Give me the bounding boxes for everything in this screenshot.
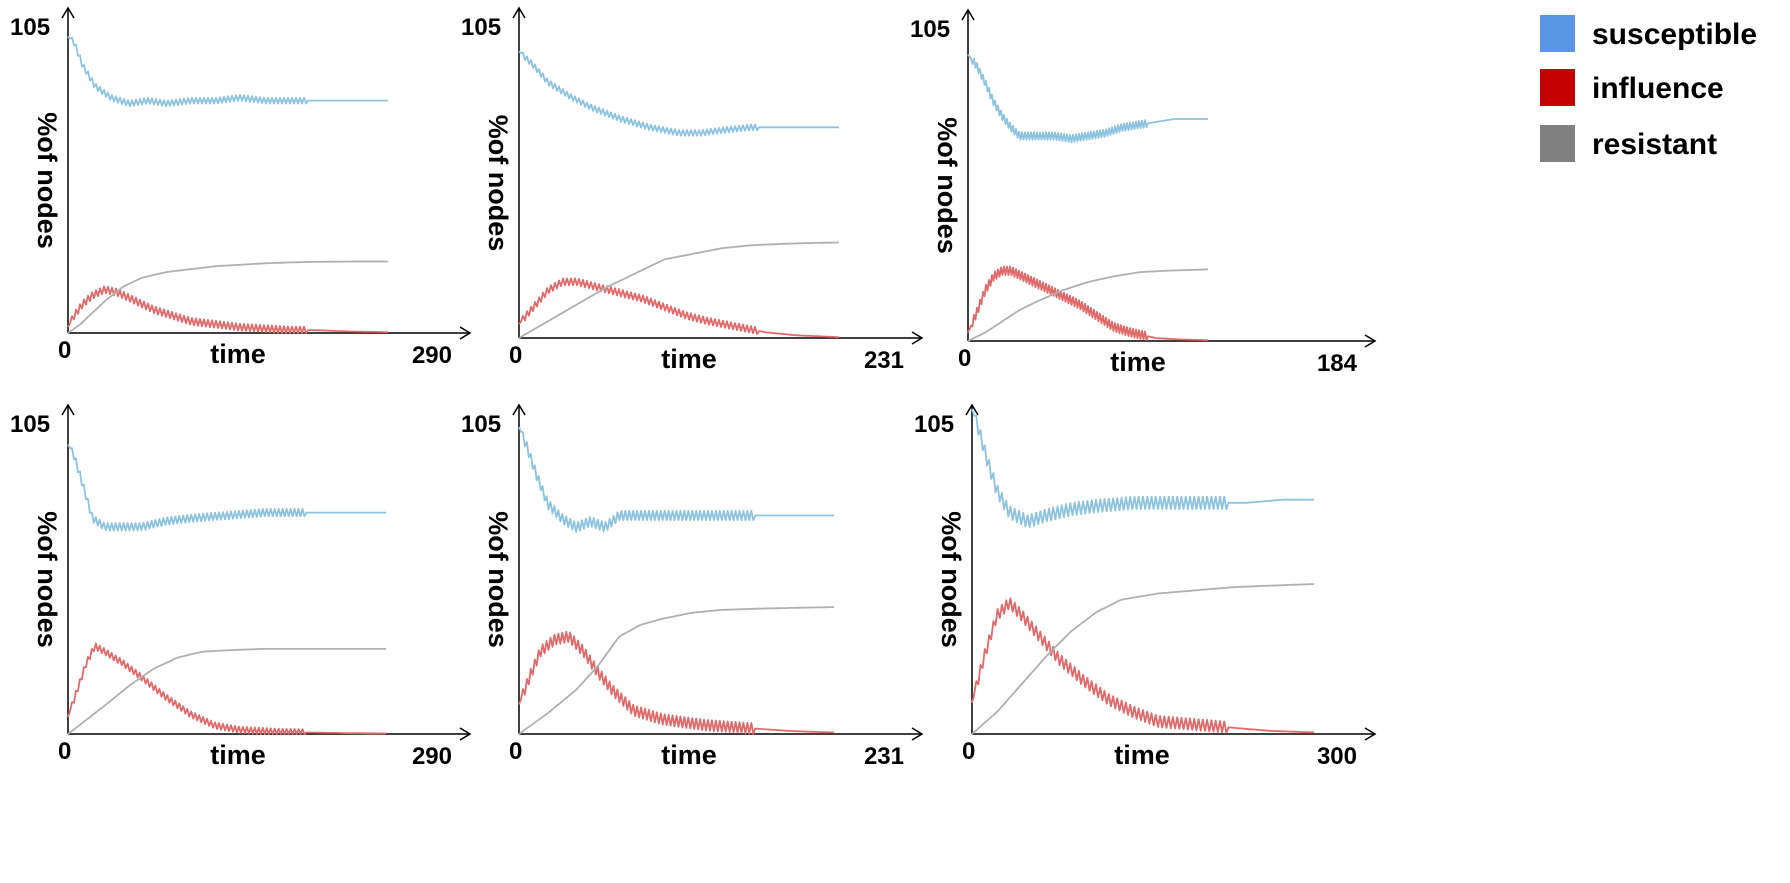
series-line-susceptible	[518, 426, 834, 533]
legend-item-influence: influence	[1540, 69, 1724, 106]
x-tick-label-max: 290	[412, 743, 452, 770]
chart-panel-3: 105 0 184 time %of nodes	[910, 8, 1377, 377]
x-tick-label-min: 0	[509, 738, 522, 765]
chart-panel-5: 105 0 231 time %of nodes	[461, 403, 924, 770]
x-axis-arrow	[1364, 727, 1377, 741]
x-tick-label-min: 0	[58, 738, 71, 765]
series-line-influence	[967, 265, 1209, 342]
y-axis-title: %of nodes	[32, 511, 62, 648]
series-line-resistant	[971, 583, 1314, 735]
series-line-resistant	[967, 268, 1208, 342]
x-tick-label-max: 290	[412, 342, 452, 369]
series-line-influence	[67, 285, 388, 334]
x-tick-label-max: 184	[1317, 350, 1358, 377]
legend-swatch-influence	[1540, 69, 1575, 106]
legend-swatch-resistant	[1540, 125, 1575, 162]
x-tick-label-min: 0	[58, 337, 71, 364]
x-axis-title: time	[210, 740, 266, 770]
y-axis-arrow	[961, 8, 975, 21]
x-axis-arrow	[911, 331, 924, 345]
y-axis-title: %of nodes	[483, 115, 513, 252]
series-line-susceptible	[67, 36, 388, 108]
series-line-resistant	[518, 606, 835, 735]
y-axis-title: %of nodes	[483, 511, 513, 648]
x-axis-title: time	[1114, 740, 1170, 770]
y-axis-title: %of nodes	[932, 117, 962, 254]
y-tick-label-max: 105	[910, 16, 950, 43]
series-line-influence	[971, 597, 1314, 734]
y-tick-label-max: 105	[461, 14, 501, 41]
series-line-resistant	[518, 241, 839, 339]
series-line-influence	[518, 630, 834, 735]
x-axis-arrow	[459, 727, 472, 741]
y-axis-arrow	[512, 6, 526, 19]
y-tick-label-max: 105	[461, 411, 501, 438]
x-tick-label-min: 0	[958, 345, 971, 372]
x-tick-label-max: 231	[864, 347, 904, 374]
chart-panel-2: 105 0 231 time %of nodes	[461, 6, 924, 374]
series-line-susceptible	[518, 50, 839, 137]
series-line-susceptible	[967, 53, 1208, 144]
series-line-resistant	[67, 648, 386, 735]
x-axis-title: time	[661, 740, 717, 770]
y-axis-arrow	[61, 6, 75, 19]
x-axis-title: time	[661, 344, 717, 374]
y-axis-title: %of nodes	[32, 112, 62, 249]
series-line-resistant	[67, 260, 388, 334]
y-axis-arrow	[61, 403, 75, 416]
y-axis-arrow	[512, 403, 526, 416]
x-axis-arrow	[911, 727, 924, 741]
legend-label-influence: influence	[1592, 72, 1724, 105]
y-axis-title: %of nodes	[936, 511, 966, 648]
series-line-influence	[518, 277, 840, 339]
legend-item-susceptible: susceptible	[1540, 15, 1757, 52]
x-axis-arrow	[459, 326, 472, 340]
chart-panel-6: 105 0 300 time %of nodes	[914, 403, 1377, 770]
y-axis-arrow	[965, 403, 979, 416]
legend: susceptible influence resistant	[1540, 15, 1757, 162]
series-line-susceptible	[971, 408, 1314, 529]
x-tick-label-min: 0	[962, 738, 975, 765]
legend-label-susceptible: susceptible	[1592, 18, 1757, 51]
x-tick-label-min: 0	[509, 342, 522, 369]
series-line-influence	[67, 642, 386, 735]
x-axis-title: time	[210, 339, 266, 369]
x-tick-label-max: 231	[864, 743, 904, 770]
y-tick-label-max: 105	[914, 411, 954, 438]
series-line-susceptible	[67, 444, 386, 532]
y-tick-label-max: 105	[10, 14, 50, 41]
legend-swatch-susceptible	[1540, 15, 1575, 52]
chart-panel-1: 105 0 290 time %of nodes	[10, 6, 472, 369]
x-axis-title: time	[1110, 347, 1166, 377]
x-axis-arrow	[1364, 334, 1377, 348]
y-tick-label-max: 105	[10, 411, 50, 438]
x-tick-label-max: 300	[1317, 743, 1357, 770]
legend-item-resistant: resistant	[1540, 125, 1717, 162]
legend-label-resistant: resistant	[1592, 128, 1717, 161]
chart-panel-4: 105 0 290 time %of nodes	[10, 403, 472, 770]
